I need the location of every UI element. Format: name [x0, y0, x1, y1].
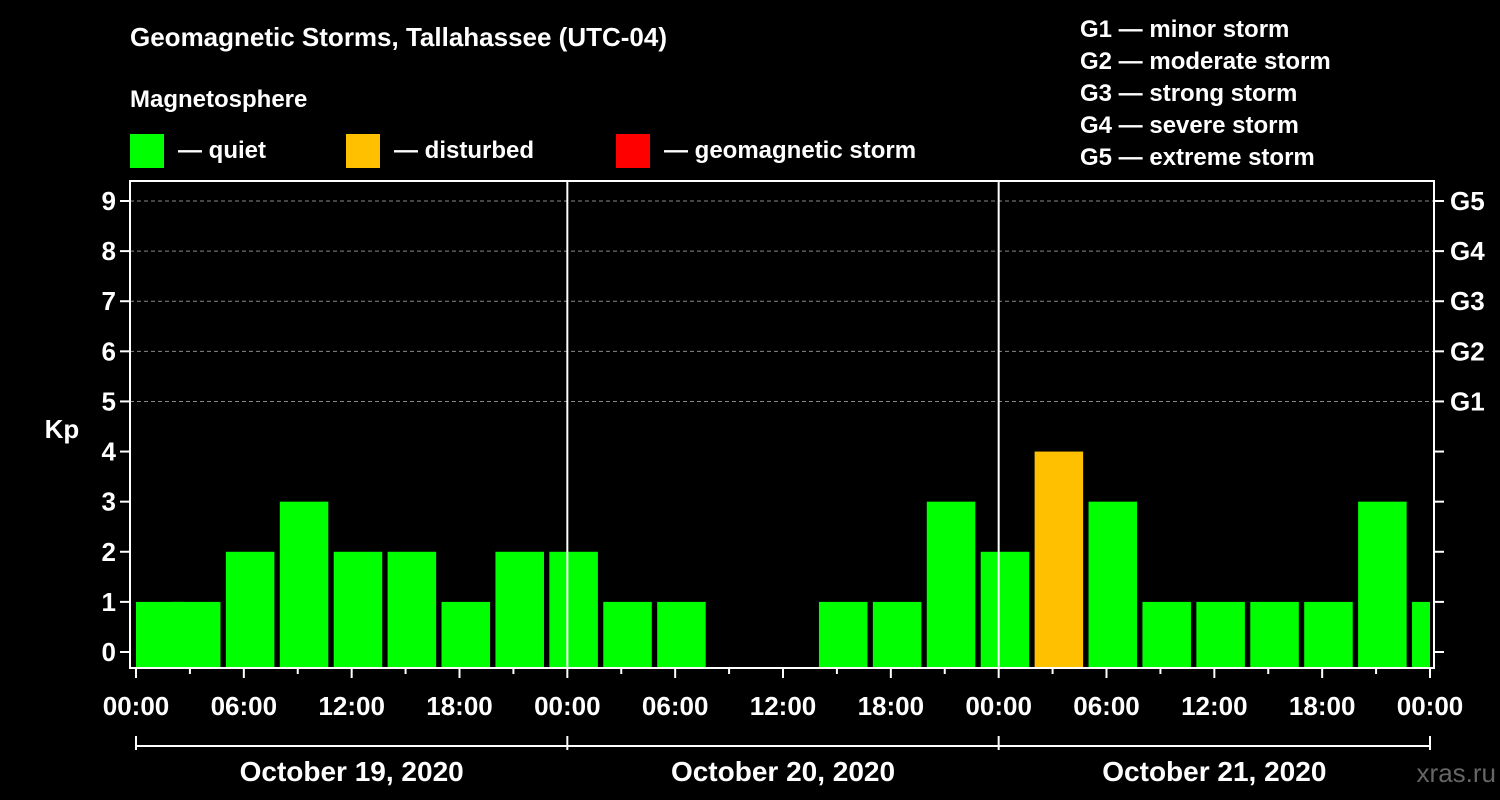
- kp-bar: [603, 601, 652, 668]
- watermark: xras.ru: [1417, 758, 1496, 788]
- legend-item-disturbed: — disturbed: [346, 134, 534, 168]
- x-tick-label: 00:00: [1397, 691, 1464, 721]
- g-scale-item: G4 — severe storm: [1080, 112, 1299, 139]
- g-scale-legend: G1 — minor storm G2 — moderate storm G3 …: [1080, 14, 1331, 174]
- y-tick-label: 5: [102, 386, 116, 416]
- legend-swatch-disturbed: [346, 134, 380, 168]
- kp-bar: [1196, 601, 1245, 668]
- kp-bar: [1250, 601, 1299, 668]
- x-tick-label: 12:00: [1181, 691, 1248, 721]
- kp-bar: [1412, 601, 1430, 668]
- kp-bar: [333, 551, 383, 668]
- kp-bar: [980, 551, 1030, 668]
- kp-bar: [387, 551, 437, 668]
- y-tick-label: 4: [102, 437, 117, 467]
- x-tick-label: 18:00: [858, 691, 925, 721]
- kp-bar: [279, 501, 329, 668]
- legend-label-disturbed: — disturbed: [394, 137, 535, 164]
- chart-title: Geomagnetic Storms, Tallahassee (UTC-04): [130, 22, 668, 52]
- g-level-label: G5: [1450, 186, 1485, 216]
- g-level-label: G4: [1450, 236, 1485, 266]
- kp-bar: [1358, 501, 1407, 668]
- x-tick-label: 12:00: [750, 691, 817, 721]
- kp-bar: [1034, 451, 1084, 668]
- g-level-label: G2: [1450, 336, 1485, 366]
- legend-title: Magnetosphere: [130, 86, 308, 113]
- day-label: October 20, 2020: [671, 756, 895, 787]
- kp-bar: [926, 501, 976, 668]
- kp-bar: [872, 601, 922, 668]
- kp-bar: [549, 551, 598, 668]
- x-tick-label: 00:00: [534, 691, 601, 721]
- legend-item-quiet: — quiet: [130, 134, 266, 168]
- y-tick-label: 1: [102, 587, 116, 617]
- y-axis-label: Kp: [45, 414, 80, 444]
- y-tick-label: 9: [102, 186, 116, 216]
- legend-swatch-quiet: [130, 134, 164, 168]
- day-label: October 19, 2020: [240, 756, 464, 787]
- legend-item-storm: — geomagnetic storm: [616, 134, 916, 168]
- kp-bar: [1088, 501, 1138, 668]
- kp-bar: [495, 551, 544, 668]
- x-tick-label: 18:00: [1289, 691, 1356, 721]
- y-tick-label: 0: [102, 637, 116, 667]
- x-tick-label: 06:00: [211, 691, 278, 721]
- y-tick-label: 6: [102, 336, 116, 366]
- kp-bar: [441, 601, 491, 668]
- kp-bar: [1304, 601, 1353, 668]
- legend-swatch-storm: [616, 134, 650, 168]
- g-scale-item: G3 — strong storm: [1080, 80, 1298, 107]
- day-label: October 21, 2020: [1102, 756, 1326, 787]
- y-tick-label: 8: [102, 236, 116, 266]
- x-tick-label: 06:00: [1073, 691, 1140, 721]
- g-scale-item: G1 — minor storm: [1080, 16, 1290, 43]
- y-tick-label: 2: [102, 537, 116, 567]
- grid-layer: [130, 200, 1434, 402]
- x-tick-label: 06:00: [642, 691, 709, 721]
- bar-layer: [136, 451, 1430, 668]
- axis-layer: 0 1 2 3 4 5 6 7 8 9 G1 G2 G3 G4 G5 00:00 06:00 12:00 18:00…: [102, 181, 1485, 787]
- g-scale-item: G2 — moderate storm: [1080, 48, 1331, 75]
- legend-label-quiet: — quiet: [178, 137, 266, 164]
- kp-bar: [657, 601, 706, 668]
- legend-label-storm: — geomagnetic storm: [664, 137, 917, 164]
- y-tick-label: 7: [102, 286, 116, 316]
- kp-bar: [225, 551, 275, 668]
- x-tick-label: 00:00: [965, 691, 1032, 721]
- kp-bar: [1142, 601, 1191, 668]
- y-tick-label: 3: [102, 487, 116, 517]
- x-tick-label: 00:00: [103, 691, 170, 721]
- g-level-label: G3: [1450, 286, 1485, 316]
- kp-bar: [171, 601, 221, 668]
- g-level-label: G1: [1450, 386, 1485, 416]
- x-tick-label: 18:00: [426, 691, 493, 721]
- x-tick-label: 12:00: [318, 691, 385, 721]
- kp-bar: [818, 601, 868, 668]
- g-scale-item: G5 — extreme storm: [1080, 144, 1315, 171]
